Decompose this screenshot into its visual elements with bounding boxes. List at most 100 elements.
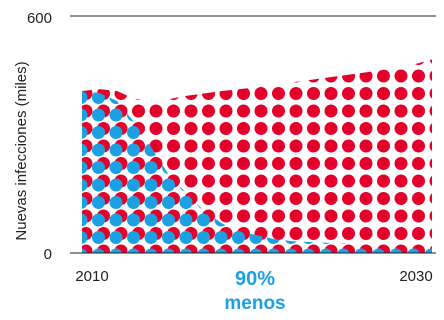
red-dot-2010: [80, 35, 93, 48]
blue-dot-2027: [372, 56, 385, 69]
blue-dot-2012: [109, 231, 123, 244]
blue-dot-2014: [145, 21, 158, 34]
red-dot-2022: [289, 59, 303, 65]
red-dot-2024: [324, 122, 338, 135]
blue-dot-2015: [162, 213, 175, 227]
blue-dot-2022: [285, 39, 298, 52]
blue-dot-2013: [127, 161, 140, 174]
red-dot-2017: [202, 87, 215, 100]
red-dot-2027: [377, 139, 390, 153]
red-dot-2027: [377, 174, 390, 188]
red-dot-2029: [412, 0, 425, 13]
red-dot-2022: [289, 139, 303, 153]
red-dot-2019: [237, 122, 250, 135]
blue-dot-2010: [82, 213, 88, 227]
red-dot-2030: [429, 174, 432, 188]
red-dot-2024: [324, 192, 338, 205]
red-dot-2024: [324, 227, 338, 240]
blue-dot-2029: [407, 39, 420, 52]
red-dot-2011: [97, 59, 110, 65]
blue-dot-2019: [232, 21, 245, 34]
blue-dot-2026: [355, 39, 368, 52]
red-dot-2025: [342, 69, 355, 83]
red-dot-2014: [149, 87, 163, 100]
red-dot-2026: [359, 227, 373, 240]
blue-dot-2013: [127, 4, 140, 17]
red-dot-2025: [342, 87, 355, 100]
blue-dot-2012: [109, 108, 123, 122]
blue-dot-2029: [407, 56, 420, 69]
red-dot-2012: [115, 0, 128, 13]
red-dot-2023: [307, 209, 320, 223]
red-dot-2021: [272, 35, 285, 48]
red-dot-2016: [184, 174, 198, 188]
red-dot-2030: [429, 87, 432, 100]
blue-dot-2024: [320, 56, 333, 69]
blue-dot-2016: [180, 4, 193, 17]
red-dot-2017: [202, 192, 215, 205]
blue-dot-2015: [162, 74, 175, 87]
red-dot-2021: [272, 157, 285, 170]
red-dot-2022: [289, 87, 303, 100]
blue-dot-2010: [75, 4, 88, 17]
blue-dot-2017: [197, 248, 210, 253]
red-dot-2028: [394, 87, 408, 100]
blue-dot-2016: [180, 39, 193, 52]
blue-dot-2014: [145, 56, 158, 69]
red-dot-2010: [82, 59, 93, 65]
red-dot-2018: [220, 0, 233, 13]
red-dot-2013: [132, 35, 145, 48]
red-dot-2030: [430, 35, 443, 48]
red-dot-2026: [360, 17, 373, 30]
red-dot-2018: [219, 59, 233, 65]
red-dot-2020: [254, 69, 268, 83]
blue-dot-2023: [302, 248, 315, 253]
red-dot-2025: [342, 157, 355, 170]
blue-dot-2026: [355, 56, 368, 69]
blue-dot-2023: [302, 21, 315, 34]
red-dot-2023: [307, 192, 320, 205]
red-dot-2023: [307, 157, 320, 170]
red-dot-2020: [254, 174, 268, 188]
red-dot-2019: [237, 17, 250, 30]
blue-dot-2016: [179, 213, 193, 227]
red-dot-2016: [184, 104, 198, 118]
red-dot-2025: [342, 104, 355, 118]
blue-dot-2018: [214, 248, 228, 253]
red-dot-2030: [429, 192, 432, 205]
red-dot-2015: [167, 69, 180, 83]
red-dot-2014: [149, 122, 163, 135]
blue-dot-2015: [162, 56, 175, 69]
red-dot-2020: [254, 209, 268, 223]
blue-dot-2013: [127, 126, 140, 139]
blue-dot-2011: [92, 178, 105, 192]
blue-dot-2013: [127, 56, 140, 69]
red-dot-2023: [307, 35, 320, 48]
y-axis-label: Nuevas infecciones (miles): [13, 61, 30, 240]
red-dot-2016: [185, 17, 198, 30]
red-dot-2023: [307, 17, 320, 30]
blue-dot-2027: [372, 21, 385, 34]
red-dot-2024: [325, 17, 338, 30]
blue-dot-2017: [197, 74, 210, 87]
red-dot-2021: [272, 122, 285, 135]
red-dot-2017: [202, 139, 215, 153]
red-dot-2010: [80, 17, 93, 30]
red-dot-2016: [184, 69, 198, 83]
red-dot-2018: [219, 87, 233, 100]
red-dot-2019: [237, 209, 250, 223]
red-dot-2023: [307, 69, 320, 83]
red-dot-2022: [289, 174, 303, 188]
red-dot-2023: [307, 87, 320, 100]
blue-dot-2020: [249, 248, 263, 253]
red-dot-2018: [219, 157, 233, 170]
red-dot-2029: [412, 139, 425, 153]
red-dot-2020: [255, 0, 268, 13]
red-dot-2014: [149, 139, 163, 153]
blue-dot-2011: [92, 213, 105, 227]
blue-dot-2012: [109, 213, 123, 227]
blue-dot-2019: [232, 231, 245, 244]
red-dot-2029: [412, 174, 425, 188]
red-dot-2024: [324, 59, 338, 65]
blue-dot-2011: [92, 4, 105, 17]
